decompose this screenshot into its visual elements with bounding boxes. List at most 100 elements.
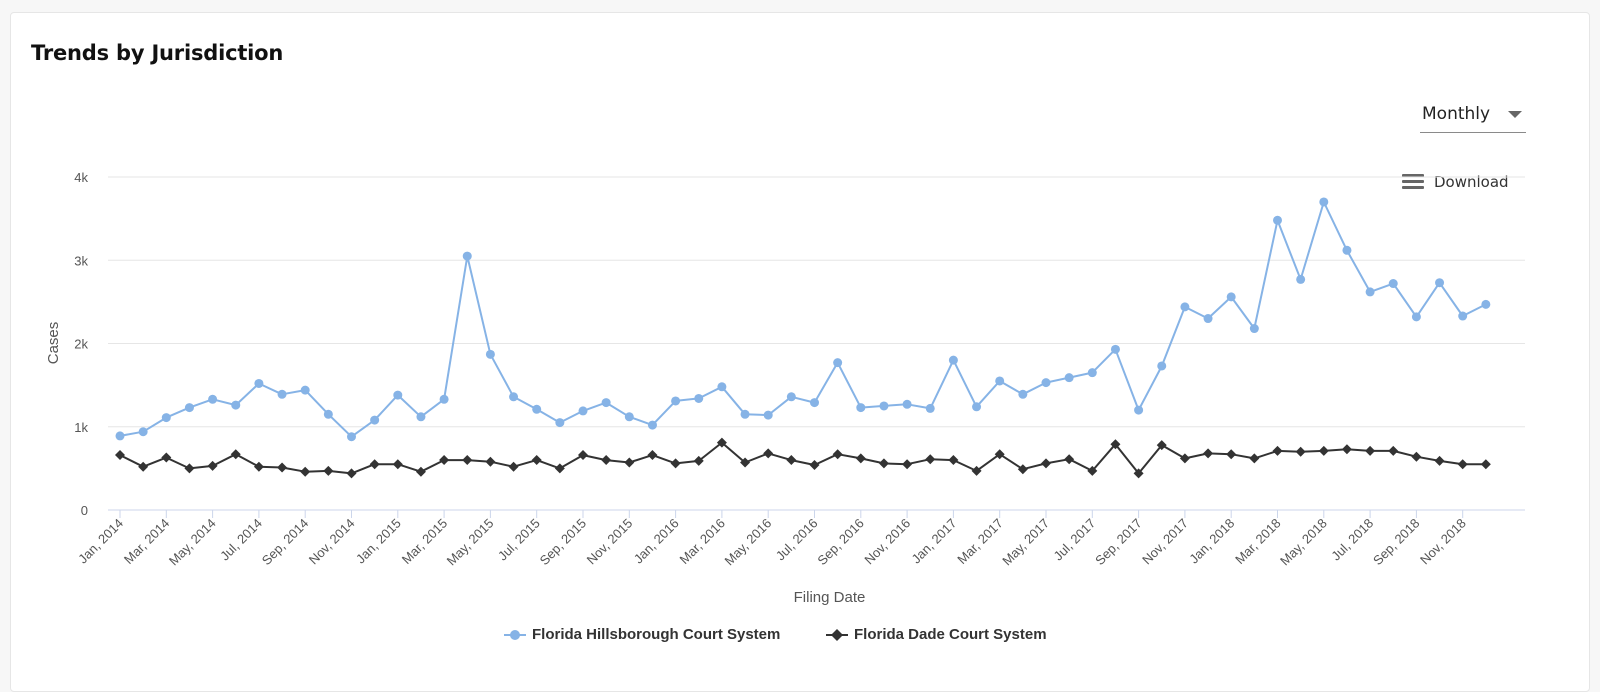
data-point[interactable] bbox=[462, 455, 473, 466]
data-point[interactable] bbox=[531, 455, 542, 466]
data-point[interactable] bbox=[184, 463, 195, 474]
data-point[interactable] bbox=[115, 450, 125, 461]
data-point[interactable] bbox=[277, 389, 287, 399]
data-point[interactable] bbox=[184, 403, 194, 413]
data-point[interactable] bbox=[1110, 344, 1120, 354]
data-point[interactable] bbox=[1296, 274, 1306, 284]
data-point[interactable] bbox=[879, 401, 889, 411]
data-point[interactable] bbox=[1365, 445, 1376, 456]
data-point[interactable] bbox=[1434, 455, 1445, 466]
data-point[interactable] bbox=[555, 418, 565, 428]
data-point[interactable] bbox=[1041, 458, 1051, 469]
data-point[interactable] bbox=[740, 457, 751, 468]
data-point[interactable] bbox=[1179, 453, 1190, 464]
data-point[interactable] bbox=[971, 465, 982, 476]
data-point[interactable] bbox=[1157, 361, 1167, 371]
data-point[interactable] bbox=[647, 450, 658, 461]
data-point[interactable] bbox=[578, 406, 588, 416]
data-point[interactable] bbox=[1411, 312, 1421, 322]
data-point[interactable] bbox=[1156, 440, 1167, 451]
data-point[interactable] bbox=[485, 349, 495, 359]
data-point[interactable] bbox=[300, 466, 311, 477]
data-point[interactable] bbox=[346, 468, 357, 479]
data-point[interactable] bbox=[763, 410, 773, 420]
data-point[interactable] bbox=[1134, 405, 1144, 415]
data-point[interactable] bbox=[508, 461, 519, 472]
data-point[interactable] bbox=[1388, 279, 1398, 289]
data-point[interactable] bbox=[138, 461, 149, 472]
data-point[interactable] bbox=[254, 378, 264, 388]
data-point[interactable] bbox=[1249, 453, 1260, 464]
data-point[interactable] bbox=[1458, 311, 1468, 321]
data-point[interactable] bbox=[878, 458, 889, 469]
data-point[interactable] bbox=[856, 403, 866, 413]
data-point[interactable] bbox=[601, 455, 612, 466]
data-point[interactable] bbox=[809, 460, 820, 471]
data-point[interactable] bbox=[462, 251, 472, 261]
data-point[interactable] bbox=[670, 458, 681, 469]
data-point[interactable] bbox=[1480, 459, 1491, 470]
data-point[interactable] bbox=[694, 393, 704, 403]
data-point[interactable] bbox=[554, 463, 565, 474]
data-point[interactable] bbox=[1017, 464, 1028, 475]
data-point[interactable] bbox=[1110, 439, 1121, 450]
data-point[interactable] bbox=[1457, 459, 1468, 470]
data-point[interactable] bbox=[1365, 287, 1375, 297]
data-point[interactable] bbox=[786, 392, 796, 402]
data-point[interactable] bbox=[323, 409, 333, 419]
data-point[interactable] bbox=[647, 420, 657, 430]
data-point[interactable] bbox=[1018, 389, 1028, 399]
data-point[interactable] bbox=[601, 398, 611, 408]
data-point[interactable] bbox=[925, 454, 936, 465]
data-point[interactable] bbox=[115, 431, 125, 441]
data-point[interactable] bbox=[415, 466, 426, 477]
data-point[interactable] bbox=[161, 452, 172, 463]
data-point[interactable] bbox=[208, 394, 218, 404]
data-point[interactable] bbox=[230, 449, 241, 460]
data-point[interactable] bbox=[855, 453, 866, 464]
data-point[interactable] bbox=[1319, 197, 1329, 207]
data-point[interactable] bbox=[902, 399, 912, 409]
data-point[interactable] bbox=[763, 448, 774, 459]
data-point[interactable] bbox=[948, 455, 959, 466]
data-point[interactable] bbox=[370, 415, 380, 425]
data-point[interactable] bbox=[1481, 299, 1491, 309]
data-point[interactable] bbox=[485, 456, 496, 467]
data-point[interactable] bbox=[902, 459, 913, 470]
data-point[interactable] bbox=[1249, 324, 1259, 334]
data-point[interactable] bbox=[1203, 448, 1214, 459]
data-point[interactable] bbox=[693, 455, 704, 466]
data-point[interactable] bbox=[1226, 292, 1236, 302]
data-point[interactable] bbox=[1411, 451, 1422, 462]
data-point[interactable] bbox=[1180, 302, 1190, 312]
data-point[interactable] bbox=[277, 462, 288, 473]
data-point[interactable] bbox=[624, 457, 635, 468]
data-point[interactable] bbox=[671, 396, 681, 406]
data-point[interactable] bbox=[716, 437, 727, 448]
data-point[interactable] bbox=[1272, 445, 1283, 456]
data-point[interactable] bbox=[578, 450, 588, 461]
data-point[interactable] bbox=[231, 400, 241, 410]
data-point[interactable] bbox=[1064, 454, 1075, 465]
data-point[interactable] bbox=[1133, 468, 1144, 479]
data-point[interactable] bbox=[717, 382, 727, 392]
data-point[interactable] bbox=[1041, 378, 1051, 388]
data-point[interactable] bbox=[1318, 445, 1329, 456]
data-point[interactable] bbox=[740, 409, 750, 419]
data-point[interactable] bbox=[1435, 278, 1445, 288]
data-point[interactable] bbox=[925, 403, 935, 413]
data-point[interactable] bbox=[369, 459, 380, 470]
data-point[interactable] bbox=[948, 355, 958, 365]
data-point[interactable] bbox=[1342, 245, 1352, 255]
data-point[interactable] bbox=[833, 358, 843, 368]
data-point[interactable] bbox=[1295, 446, 1306, 457]
data-point[interactable] bbox=[1203, 314, 1213, 324]
data-point[interactable] bbox=[1087, 368, 1097, 378]
data-point[interactable] bbox=[1273, 215, 1282, 225]
data-point[interactable] bbox=[1087, 465, 1098, 476]
data-point[interactable] bbox=[392, 459, 403, 470]
data-point[interactable] bbox=[416, 412, 426, 422]
data-point[interactable] bbox=[994, 449, 1005, 460]
data-point[interactable] bbox=[810, 398, 819, 408]
data-point[interactable] bbox=[207, 460, 218, 471]
